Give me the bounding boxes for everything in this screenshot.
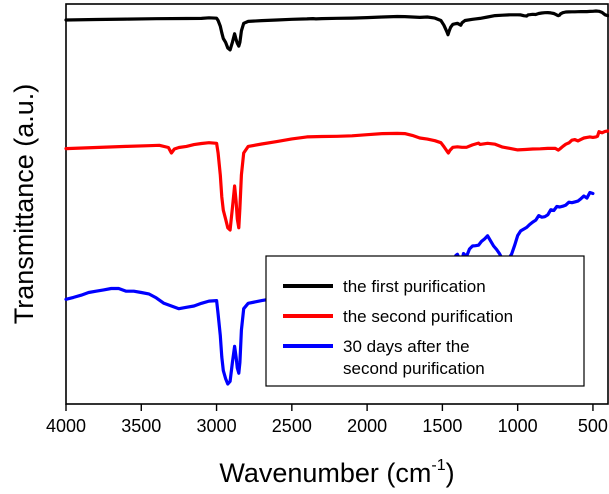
x-tick-label: 1000 bbox=[498, 416, 538, 436]
plot-frame bbox=[65, 3, 609, 405]
legend-label-30-days-after: 30 days after the second purification bbox=[343, 337, 485, 378]
y-axis-title: Transmittance (a.u.) bbox=[9, 84, 39, 325]
x-tick-label: 1500 bbox=[422, 416, 462, 436]
x-tick-label: 3500 bbox=[121, 416, 161, 436]
x-tick-label: 4000 bbox=[46, 416, 86, 436]
x-axis-title-superscript: -1 bbox=[431, 457, 445, 474]
series-line-second-purification bbox=[64, 129, 609, 232]
legend-label-30-days-after-line1: 30 days after the bbox=[343, 337, 470, 356]
series-line-first-purification bbox=[64, 9, 609, 52]
x-tick-label: 2500 bbox=[272, 416, 312, 436]
x-axis-title-suffix: ) bbox=[446, 458, 455, 488]
x-tick-label: 3000 bbox=[197, 416, 237, 436]
x-axis-title: Wavenumber (cm-1) bbox=[219, 457, 454, 488]
legend-label-first-purification: the first purification bbox=[343, 277, 486, 296]
legend-box bbox=[265, 255, 585, 387]
legend-label-second-purification: the second purification bbox=[343, 307, 513, 326]
x-axis: 4000 3500 3000 2500 2000 1500 1000 500 bbox=[46, 404, 608, 436]
legend-label-30-days-after-line2: second purification bbox=[343, 359, 485, 378]
x-tick-label: 500 bbox=[578, 416, 608, 436]
legend: the first purification the second purifi… bbox=[265, 255, 585, 387]
x-axis-title-main: Wavenumber (cm bbox=[219, 458, 431, 488]
x-tick-label: 2000 bbox=[347, 416, 387, 436]
